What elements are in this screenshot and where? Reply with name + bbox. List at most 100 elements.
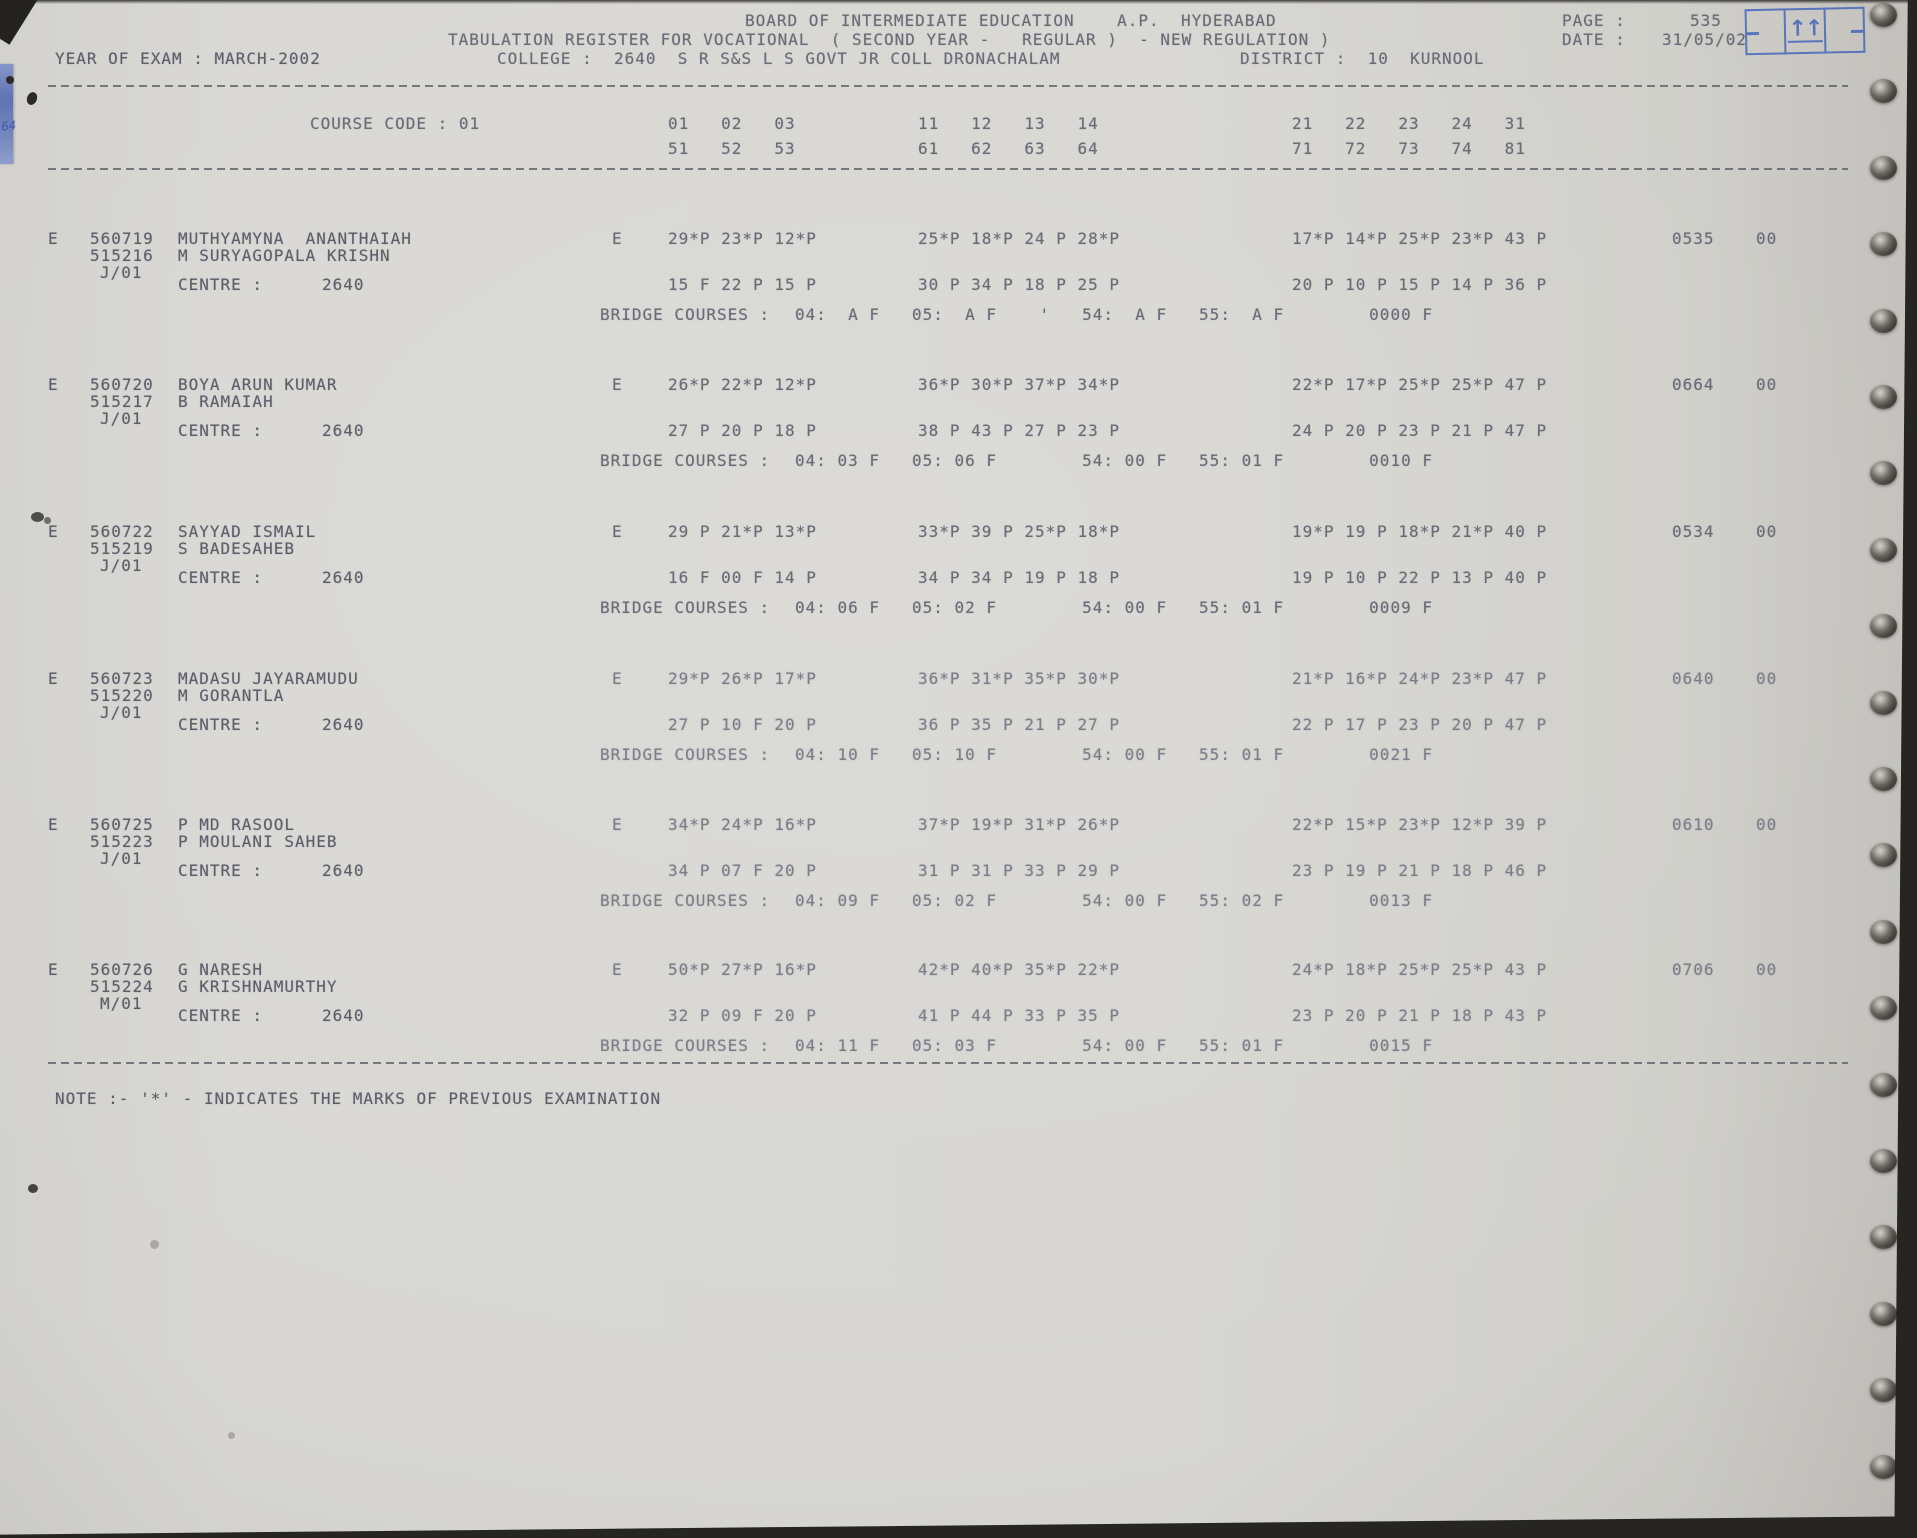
medium-letter: E: [612, 669, 623, 688]
marks-group1: 29*P 26*P 17*P: [668, 669, 817, 688]
footnote: NOTE :- '*' - INDICATES THE MARKS OF PRE…: [55, 1089, 662, 1108]
marks-group3: 24*P 18*P 25*P 25*P 43 P: [1292, 960, 1548, 979]
separator-line: [48, 85, 1848, 87]
marks2-group2: 41 P 44 P 33 P 35 P: [918, 1006, 1121, 1025]
student-record: E 560720 BOYA ARUN KUMAR 515217 B RAMAIA…: [0, 376, 1917, 486]
bridge-values: 04: 03 F 05: 06 F 54: 00 F 55: 01 F 0010…: [795, 451, 1433, 470]
marks-group3: 22*P 15*P 23*P 12*P 39 P: [1292, 815, 1548, 834]
total-marks: 0640: [1672, 669, 1715, 688]
status-code: E: [48, 669, 59, 688]
marks2-group3: 24 P 20 P 23 P 21 P 47 P: [1292, 421, 1548, 440]
student-record: E 560726 G NARESH 515224 G KRISHNAMURTHY…: [0, 961, 1917, 1071]
stamp-cell: ↑↑: [1785, 7, 1827, 55]
centre-label: CENTRE :: [178, 275, 264, 294]
flag-column: 00: [1756, 815, 1778, 834]
status-code: E: [48, 960, 59, 979]
sprocket-hole: [1870, 309, 1897, 333]
reg-number: 560725: [90, 815, 154, 834]
student-record: E 560722 SAYYAD ISMAIL 515219 S BADESAHE…: [0, 523, 1917, 633]
centre-label: CENTRE :: [178, 1006, 264, 1025]
marks-group3: 17*P 14*P 25*P 23*P 43 P: [1292, 229, 1548, 248]
flag-column: 00: [1756, 669, 1778, 688]
marks2-group2: 34 P 34 P 19 P 18 P: [918, 568, 1121, 587]
second-number: 515220: [90, 686, 154, 705]
student-name: SAYYAD ISMAIL: [178, 522, 317, 541]
status-code: E: [48, 375, 59, 394]
marks-group2: 36*P 31*P 35*P 30*P: [918, 669, 1121, 688]
medium-code: J/01: [100, 849, 143, 868]
student-record: E 560719 MUTHYAMYNA ANANTHAIAH 515216 M …: [0, 230, 1917, 340]
bridge-label: BRIDGE COURSES :: [600, 451, 771, 470]
sprocket-hole: [1870, 920, 1897, 944]
centre-value: 2640: [322, 715, 365, 734]
marks2-group1: 16 F 00 F 14 P: [668, 568, 817, 587]
marks-group2: 36*P 30*P 37*P 34*P: [918, 375, 1121, 394]
flag-column: 00: [1756, 522, 1778, 541]
ink-speck: [6, 76, 14, 84]
handwritten-margin-number: 64: [0, 118, 17, 134]
second-number: 515216: [90, 246, 154, 265]
second-number: 515223: [90, 832, 154, 851]
reg-number: 560719: [90, 229, 154, 248]
page-label: PAGE :: [1562, 11, 1626, 30]
up-arrows-icon: ↑↑: [1787, 16, 1823, 43]
bridge-values: 04: A F 05: A F ' 54: A F 55: A F 0000 F: [795, 305, 1433, 324]
bridge-values: 04: 06 F 05: 02 F 54: 00 F 55: 01 F 0009…: [795, 598, 1433, 617]
marks2-group3: 23 P 19 P 21 P 18 P 46 P: [1292, 861, 1548, 880]
separator-line: [48, 168, 1848, 170]
board-title: BOARD OF INTERMEDIATE EDUCATION A.P. HYD…: [745, 11, 1277, 30]
sprocket-hole: [1870, 3, 1897, 27]
student-name: BOYA ARUN KUMAR: [178, 375, 338, 394]
register-title: TABULATION REGISTER FOR VOCATIONAL ( SEC…: [448, 30, 1331, 49]
ink-stamp: ↑↑: [1744, 6, 1866, 56]
medium-letter: E: [612, 815, 623, 834]
student-name: G NARESH: [178, 960, 264, 979]
centre-value: 2640: [322, 568, 365, 587]
bridge-values: 04: 10 F 05: 10 F 54: 00 F 55: 01 F 0021…: [795, 745, 1433, 764]
stamp-cell: [1825, 6, 1866, 54]
sprocket-hole: [1870, 767, 1897, 791]
bridge-label: BRIDGE COURSES :: [600, 305, 771, 324]
page-number: 535: [1690, 11, 1722, 30]
marks-group1: 26*P 22*P 12*P: [668, 375, 817, 394]
date-value: 31/05/02: [1662, 30, 1748, 49]
centre-value: 2640: [322, 1006, 365, 1025]
punch-hole-mark: [31, 512, 44, 522]
bridge-label: BRIDGE COURSES :: [600, 598, 771, 617]
sprocket-hole: [1870, 538, 1897, 562]
flag-column: 00: [1756, 375, 1778, 394]
centre-label: CENTRE :: [178, 568, 264, 587]
bridge-label: BRIDGE COURSES :: [600, 1036, 771, 1055]
student-name: MADASU JAYARAMUDU: [178, 669, 359, 688]
status-code: E: [48, 522, 59, 541]
marks-group2: 37*P 19*P 31*P 26*P: [918, 815, 1121, 834]
marks2-group2: 36 P 35 P 21 P 27 P: [918, 715, 1121, 734]
centre-label: CENTRE :: [178, 861, 264, 880]
bridge-label: BRIDGE COURSES :: [600, 745, 771, 764]
medium-letter: E: [612, 522, 623, 541]
marks-group1: 29*P 23*P 12*P: [668, 229, 817, 248]
centre-value: 2640: [322, 421, 365, 440]
subject-codes-2c: 71 72 73 74 81: [1292, 139, 1526, 158]
bridge-values: 04: 09 F 05: 02 F 54: 00 F 55: 02 F 0013…: [795, 891, 1433, 910]
year-of-exam: YEAR OF EXAM : MARCH-2002: [55, 49, 321, 68]
total-marks: 0535: [1672, 229, 1715, 248]
marks2-group2: 38 P 43 P 27 P 23 P: [918, 421, 1121, 440]
marks-group3: 19*P 19 P 18*P 21*P 40 P: [1292, 522, 1548, 541]
date-label: DATE :: [1562, 30, 1626, 49]
marks-group3: 22*P 17*P 25*P 25*P 47 P: [1292, 375, 1548, 394]
sprocket-hole: [1870, 232, 1897, 256]
subject-codes-2a: 51 52 53: [668, 139, 796, 158]
centre-label: CENTRE :: [178, 421, 264, 440]
reg-number: 560722: [90, 522, 154, 541]
marks-group1: 34*P 24*P 16*P: [668, 815, 817, 834]
bridge-label: BRIDGE COURSES :: [600, 891, 771, 910]
sprocket-hole: [1870, 996, 1897, 1020]
paper-stain: [228, 1432, 235, 1439]
subject-codes-2b: 61 62 63 64: [918, 139, 1099, 158]
flag-column: 00: [1756, 229, 1778, 248]
medium-letter: E: [612, 375, 623, 394]
blue-paper-edge: [0, 64, 13, 164]
medium-letter: E: [612, 229, 623, 248]
marks2-group3: 23 P 20 P 21 P 18 P 43 P: [1292, 1006, 1548, 1025]
